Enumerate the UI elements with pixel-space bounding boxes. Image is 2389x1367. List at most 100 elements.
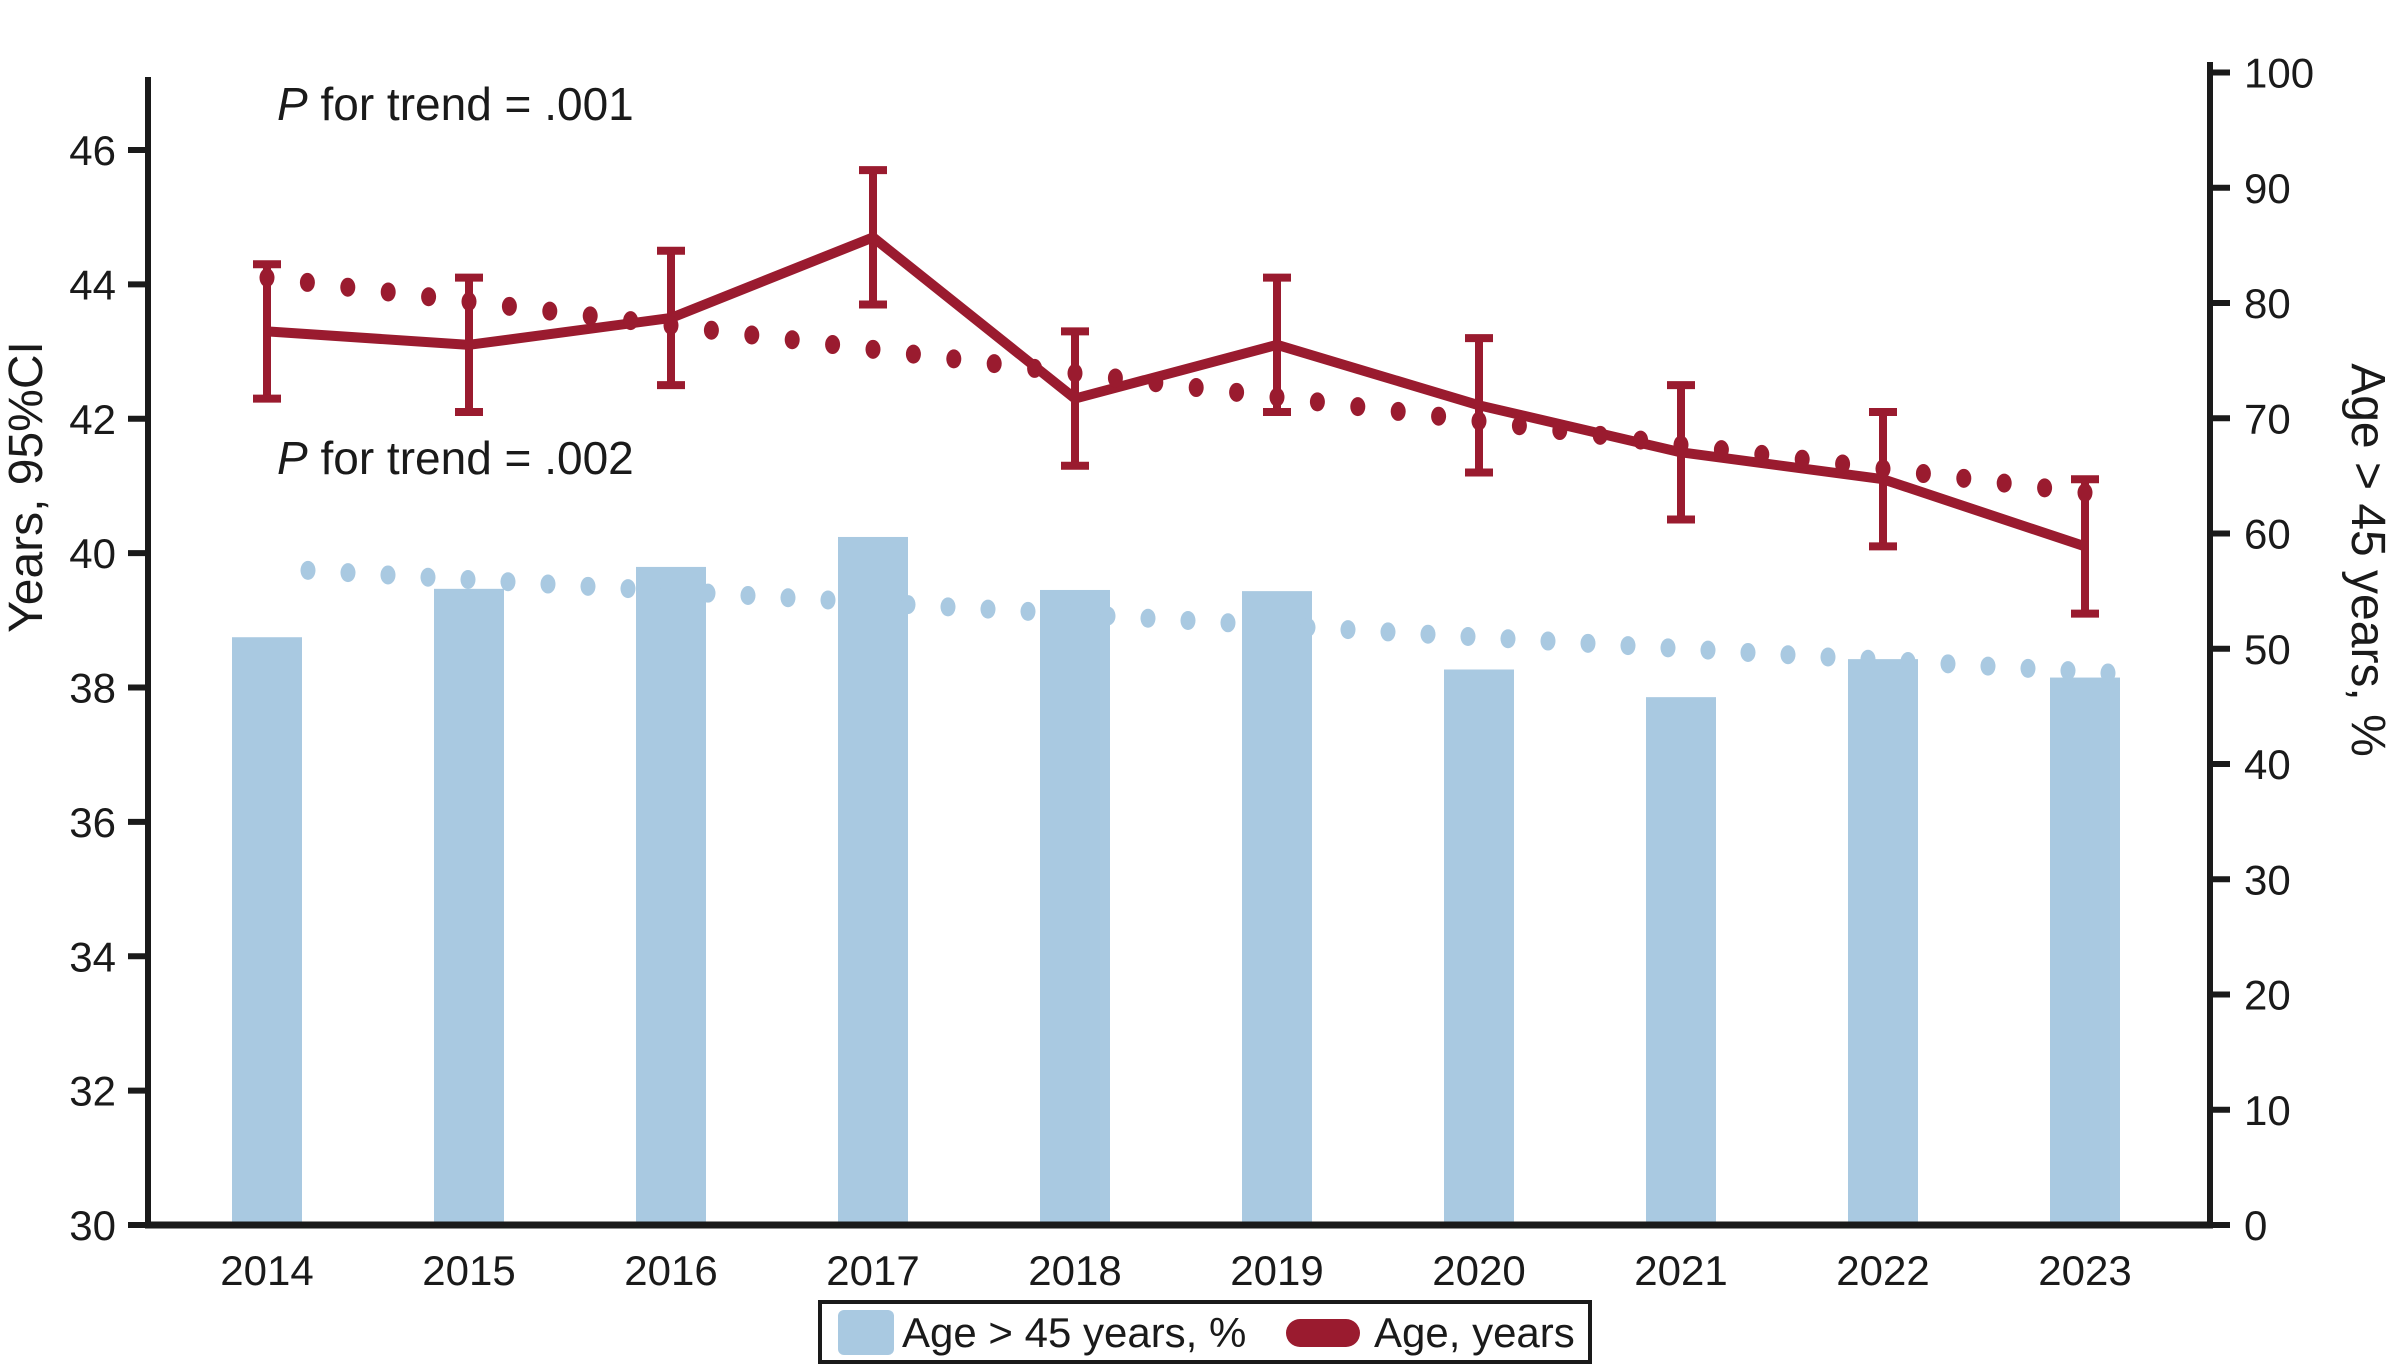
bar-trend-dot	[340, 563, 356, 583]
line-trend-dot	[340, 277, 356, 297]
bar-trend-dotted-line	[300, 560, 2116, 683]
bar-trend-dot	[620, 579, 636, 599]
legend-swatch-bar-icon	[838, 1310, 894, 1355]
x-label-2014: 2014	[220, 1247, 313, 1294]
bar-2017	[838, 536, 908, 1225]
line-trend-dot	[1067, 363, 1083, 383]
bar-trend-dot	[1740, 642, 1756, 662]
line-trend-dot	[1875, 459, 1891, 479]
left-tick-label: 44	[69, 261, 116, 308]
x-label-2019: 2019	[1230, 1247, 1323, 1294]
line-trend-dot	[1673, 435, 1689, 455]
p-rest: for trend = .002	[308, 432, 634, 484]
line-trend-dot	[1915, 464, 1931, 484]
x-label-2015: 2015	[422, 1247, 515, 1294]
line-trend-dot	[703, 320, 719, 340]
line-trend-dot	[380, 282, 396, 302]
line-trend-dot	[784, 330, 800, 350]
bar-trend-dot	[1980, 656, 1996, 676]
line-trend-dot	[1269, 387, 1285, 407]
bar-trend-dot	[2060, 661, 2076, 681]
bar-trend-dot	[1700, 640, 1716, 660]
left-tick-label: 30	[69, 1202, 116, 1249]
line-trend-dot	[1956, 468, 1972, 488]
bar-trend-dot	[1060, 604, 1076, 624]
line-trend-dot	[1431, 406, 1447, 426]
line-trend-dot	[299, 272, 315, 292]
line-trend-dot	[1027, 358, 1043, 378]
right-tick-label: 70	[2244, 395, 2291, 442]
bar-trend-dot	[460, 569, 476, 589]
bar-trend-dot	[1020, 601, 1036, 621]
line-trend-dot	[865, 339, 881, 359]
bar-trend-dot	[1940, 654, 1956, 674]
line-trend-dot	[1229, 382, 1245, 402]
bar-trend-dot	[2020, 658, 2036, 678]
line-trend-dotted-line	[259, 268, 2093, 503]
left-tick-label: 38	[69, 665, 116, 712]
bar-trend-dot	[700, 583, 716, 603]
bar-trend-dot	[1500, 629, 1516, 649]
error-bars-group	[253, 166, 2099, 618]
bar-2014	[232, 637, 302, 1225]
line-trend-dot	[1794, 449, 1810, 469]
bar-trend-dot	[380, 565, 396, 585]
legend: Age > 45 years, % Age, years	[818, 1300, 1592, 1364]
left-tick-label: 46	[69, 127, 116, 174]
bar-2023	[2050, 677, 2120, 1225]
line-trend-dot	[1471, 411, 1487, 431]
bar-trend-dot	[1860, 649, 1876, 669]
x-label-2018: 2018	[1028, 1247, 1121, 1294]
bar-trend-dot	[860, 592, 876, 612]
bar-trend-dot	[1180, 611, 1196, 631]
line-trend-dot	[1511, 416, 1527, 436]
line-trend-dot	[1633, 430, 1649, 450]
legend-swatch-line-icon	[1286, 1319, 1360, 1347]
line-trend-dot	[1148, 373, 1164, 393]
bar-trend-dot	[1260, 615, 1276, 635]
x-label-2017: 2017	[826, 1247, 919, 1294]
legend-label-bars: Age > 45 years, %	[902, 1309, 1246, 1356]
line-trend-dot	[946, 349, 962, 369]
bar-trend-dot	[1420, 624, 1436, 644]
x-label-2023: 2023	[2038, 1247, 2131, 1294]
bar-trend-dot	[1340, 620, 1356, 640]
bar-trend-dot	[1540, 631, 1556, 651]
line-trend-dot	[501, 296, 517, 316]
line-trend-dot	[1552, 421, 1568, 441]
right-tick-label: 10	[2244, 1087, 2291, 1134]
bar-trend-dot	[940, 597, 956, 617]
line-trend-dot	[905, 344, 921, 364]
bar-trend-dot	[1140, 608, 1156, 628]
right-tick-label: 80	[2244, 280, 2291, 327]
bar-trend-dot	[900, 595, 916, 615]
line-trend-dot	[421, 287, 437, 307]
bar-trend-dot	[1780, 645, 1796, 665]
bar-trend-dot	[1380, 622, 1396, 642]
bar-trend-dot	[300, 560, 316, 580]
bar-trend-dot	[540, 574, 556, 594]
legend-box	[818, 1300, 1592, 1364]
bar-2022	[1848, 659, 1918, 1225]
line-trend-dot	[623, 311, 639, 331]
bar-trend-dot	[660, 581, 676, 601]
bar-2019	[1242, 591, 1312, 1225]
line-trend-dot	[986, 354, 1002, 374]
line-trend-dot	[1996, 473, 2012, 493]
left-tick-label: 42	[69, 396, 116, 443]
bar-trend-dot	[820, 590, 836, 610]
bar-trend-dot	[740, 585, 756, 605]
bar-trend-dot	[780, 588, 796, 608]
line-trend-dot	[461, 292, 477, 312]
line-trend-dot	[1592, 425, 1608, 445]
left-tick-label: 40	[69, 530, 116, 577]
left-tick-label: 34	[69, 933, 116, 980]
bar-trend-dot	[580, 576, 596, 596]
line-trend-dot	[1754, 444, 1770, 464]
x-label-2020: 2020	[1432, 1247, 1525, 1294]
right-tick-label: 0	[2244, 1202, 2267, 1249]
line-trend-dot	[744, 325, 760, 345]
p-rest: for trend = .001	[308, 78, 634, 130]
bar-trend-dot	[1100, 606, 1116, 626]
